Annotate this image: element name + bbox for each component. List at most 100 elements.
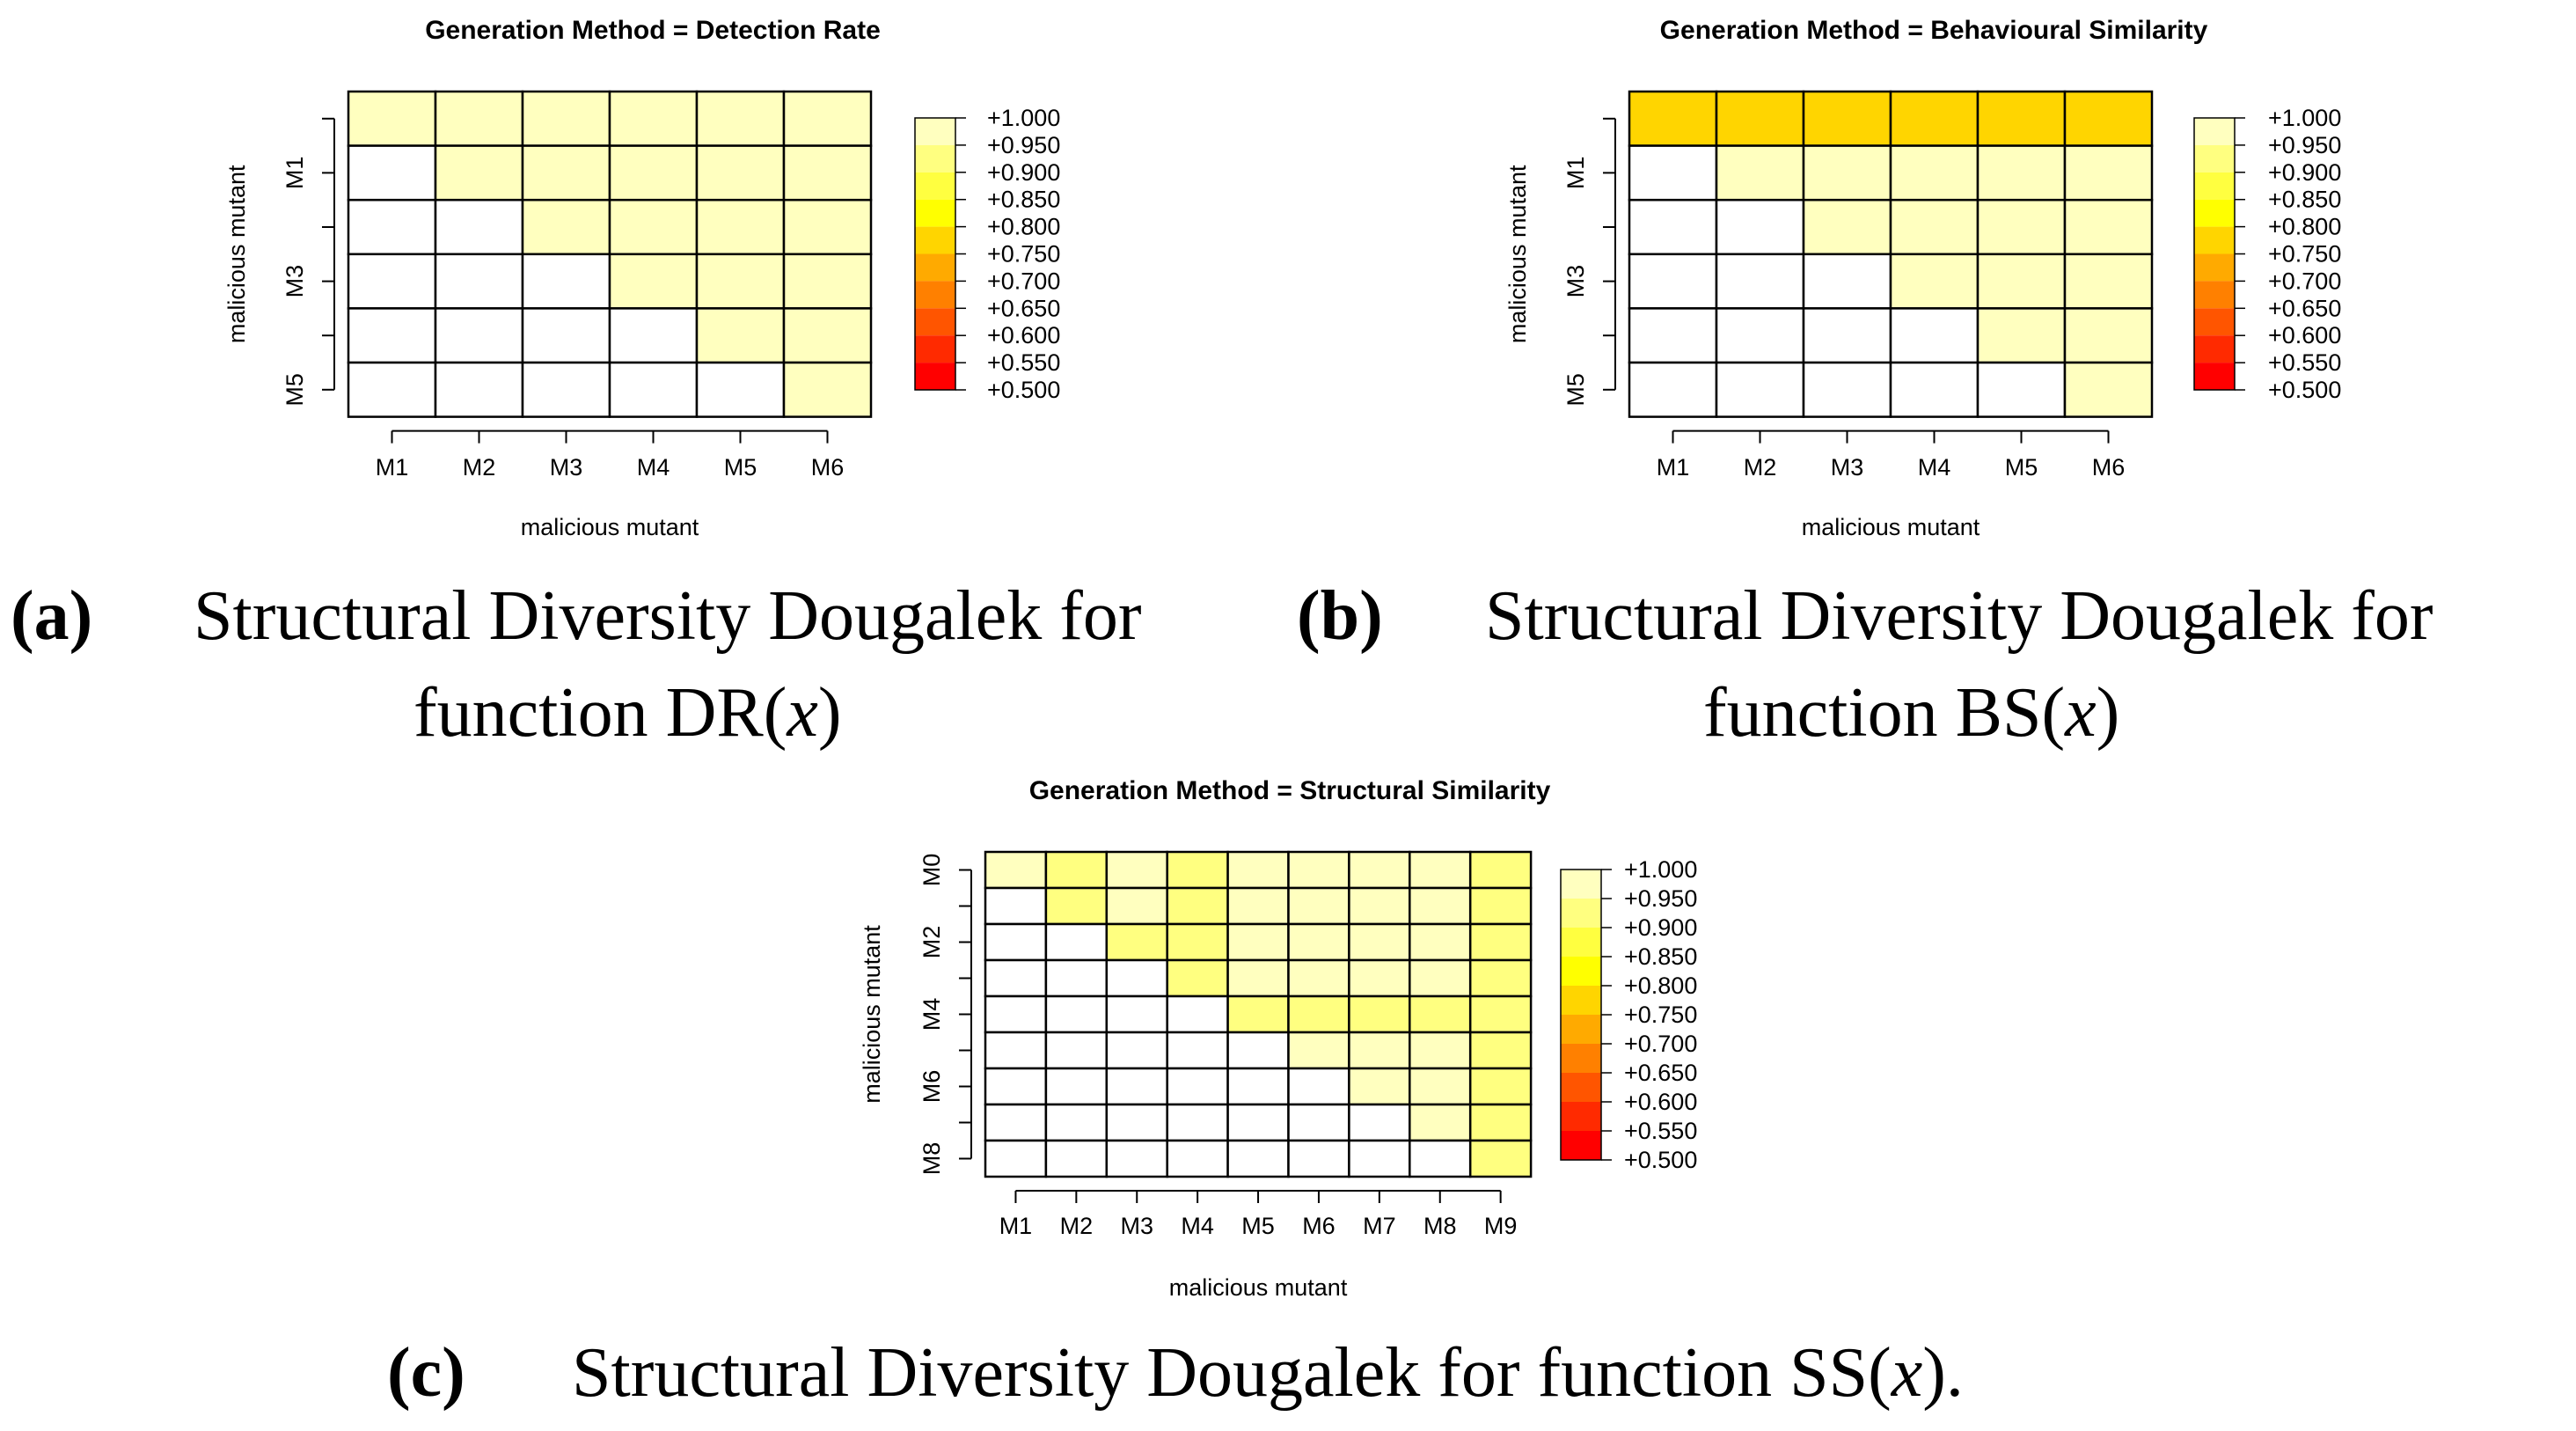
heatmap-panel-structural-similarity: Generation Method = Structural Similarit… [859, 776, 1697, 1301]
heatmap-cell [1715, 198, 1805, 256]
caption-a-label: (a) [11, 577, 93, 655]
heatmap-cell [1348, 1139, 1411, 1178]
heatmap-cell [1226, 1067, 1290, 1106]
heatmap-cell [434, 198, 524, 256]
legend-label: +0.800 [1624, 972, 1697, 999]
heatmap-cell [1348, 922, 1411, 962]
heatmap-cell [1044, 1031, 1109, 1070]
heatmap-cell [984, 922, 1048, 962]
heatmap-cell [2063, 307, 2154, 364]
heatmap-cell [1044, 958, 1109, 998]
heatmap-cell [1628, 253, 1718, 310]
heatmap-cell [1409, 1031, 1472, 1070]
heatmap-cell [2063, 144, 2154, 202]
caption-b-line1: Structural Diversity Dougalek for [1485, 574, 2433, 658]
legend-label: +0.500 [1624, 1147, 1697, 1173]
heatmap-cell [1044, 886, 1109, 926]
legend-swatch [915, 199, 955, 227]
heatmap-cell [1105, 1067, 1168, 1106]
legend-swatch [1561, 1131, 1601, 1160]
y-axis-label: malicious mutant [223, 165, 250, 343]
caption-a-func: function DR( [413, 674, 787, 752]
heatmap-cell [782, 253, 873, 310]
legend-label: +0.950 [2268, 132, 2341, 158]
heatmap-cell [1044, 1067, 1109, 1106]
heatmap-cell [1802, 253, 1892, 310]
legend-label: +0.700 [987, 268, 1060, 294]
heatmap-cell [347, 307, 437, 364]
caption-c-text: Structural Diversity Dougalek for functi… [572, 1334, 1892, 1412]
legend-label: +0.750 [987, 241, 1060, 268]
heatmap-cell [1802, 90, 1892, 147]
heatmap-cell [521, 90, 611, 147]
caption-c-close: ). [1922, 1334, 1964, 1412]
heatmap-cell [1166, 1103, 1229, 1142]
caption-b-text: Structural Diversity Dougalek for [1485, 577, 2433, 655]
heatmap-cell [1409, 850, 1472, 890]
heatmap-cell [347, 253, 437, 310]
legend-label: +0.550 [1624, 1118, 1697, 1144]
caption-a: (a) [11, 574, 92, 658]
legend-label: +1.000 [1624, 856, 1697, 883]
heatmap-cell [695, 90, 786, 147]
heatmap-cell [1715, 253, 1805, 310]
heatmap-cell [1889, 198, 1980, 256]
heatmap-cell [1226, 1031, 1290, 1070]
legend-label: +0.650 [2268, 295, 2341, 321]
heatmap-cell [347, 198, 437, 256]
heatmap-cell [1287, 850, 1350, 890]
legend-label: +0.650 [987, 295, 1060, 321]
heatmap-cell [1105, 1139, 1168, 1178]
heatmap-cell [782, 307, 873, 364]
caption-b-close: ) [2096, 674, 2120, 752]
heatmap-cell [1468, 1067, 1533, 1106]
heatmap-cell [2063, 90, 2154, 147]
legend-label: +1.000 [2268, 105, 2341, 131]
heatmap-cell [1976, 90, 2067, 147]
heatmap-cell [1044, 1139, 1109, 1178]
y-tick-label: M8 [918, 1142, 945, 1176]
heatmap-cell [1105, 886, 1168, 926]
heatmap-cell [1105, 850, 1168, 890]
heatmap-cell [521, 198, 611, 256]
legend-swatch [1561, 1015, 1601, 1044]
heatmap-cell [608, 361, 699, 418]
legend-label: +0.550 [987, 349, 1060, 376]
heatmap-cell [1166, 958, 1229, 998]
heatmap-cell [1976, 307, 2067, 364]
heatmap-cell [1715, 307, 1805, 364]
heatmap-cell [1468, 886, 1533, 926]
heatmap-cell [608, 144, 699, 202]
x-tick-label: M4 [1918, 454, 1951, 481]
heatmap-cell [695, 198, 786, 256]
chart-title: Generation Method = Behavioural Similari… [1660, 16, 2208, 45]
heatmap-cell [608, 307, 699, 364]
heatmap-cell [1287, 994, 1350, 1034]
legend-label: +0.900 [987, 159, 1060, 186]
y-tick-label: M6 [918, 1070, 945, 1104]
heatmap-cell [1226, 958, 1290, 998]
legend-label: +0.550 [2268, 349, 2341, 376]
legend-swatch [915, 335, 955, 363]
x-tick-label: M2 [1060, 1213, 1094, 1239]
y-tick-label: M0 [918, 854, 945, 887]
heatmap-cell [1287, 958, 1350, 998]
heatmap-cell [347, 90, 437, 147]
heatmap-cell [1976, 253, 2067, 310]
heatmap-cell [984, 994, 1048, 1034]
y-tick-label: M3 [282, 265, 308, 298]
heatmap-cell [1889, 144, 1980, 202]
legend-label: +0.600 [1624, 1089, 1697, 1115]
legend-swatch [2194, 281, 2235, 309]
legend-swatch [1561, 1044, 1601, 1073]
heatmap-cell [1409, 958, 1472, 998]
heatmap-cell [1348, 994, 1411, 1034]
chart-title: Generation Method = Structural Similarit… [1029, 776, 1551, 805]
heatmap-cell [1802, 361, 1892, 418]
heatmap-cell [1348, 1067, 1411, 1106]
heatmap-cell [1166, 994, 1229, 1034]
heatmap-cell [695, 307, 786, 364]
caption-b-var: x [2065, 674, 2097, 752]
heatmap-cell [1348, 1031, 1411, 1070]
